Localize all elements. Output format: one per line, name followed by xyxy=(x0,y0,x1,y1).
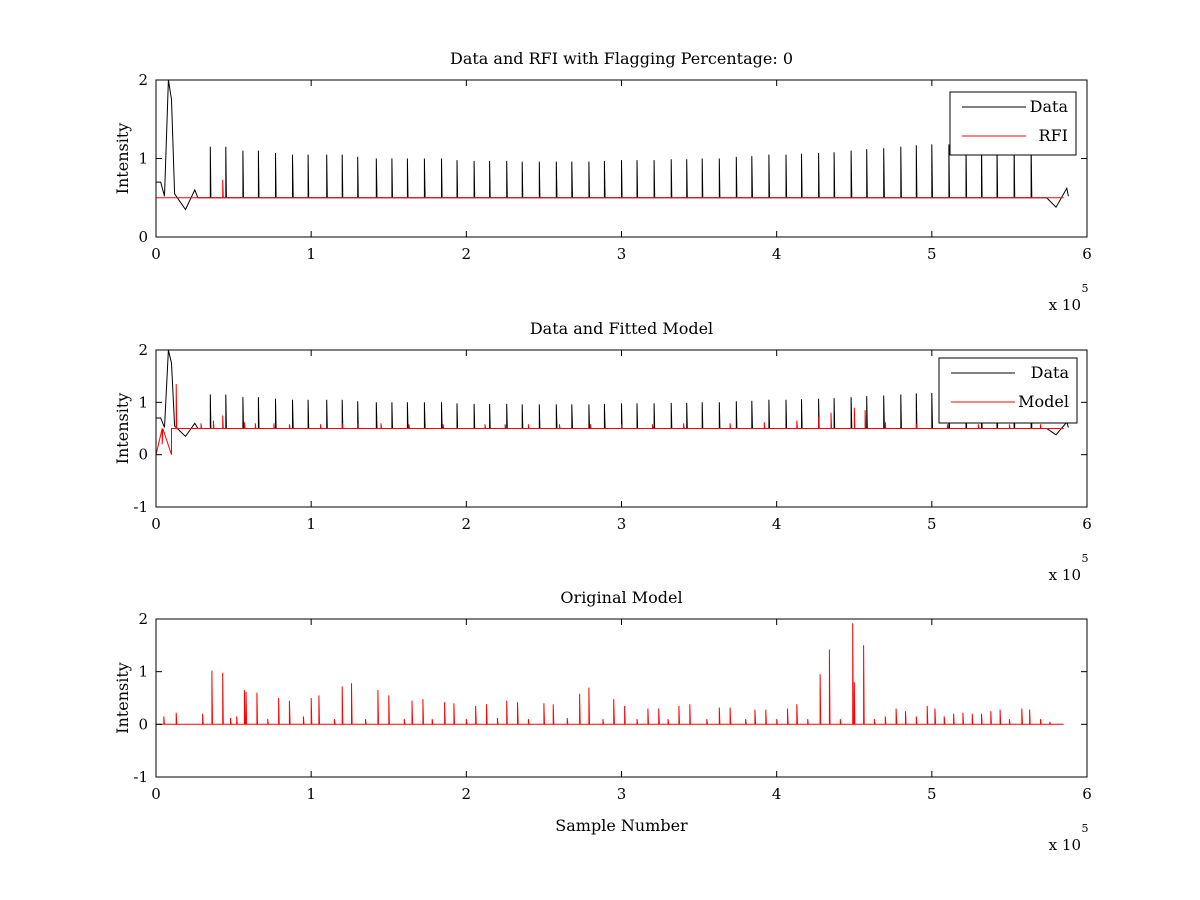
legend-label: Data xyxy=(1031,363,1070,382)
x-axis-label: Sample Number xyxy=(555,816,688,835)
y-tick-label: 0 xyxy=(138,228,148,246)
x-multiplier: x 10 xyxy=(1049,566,1081,584)
plot-area xyxy=(156,619,1087,777)
plot-area xyxy=(156,80,1087,237)
x-tick-label: 5 xyxy=(927,515,937,533)
chart-title: Data and RFI with Flagging Percentage: 0 xyxy=(450,49,793,68)
x-multiplier: x 10 xyxy=(1049,296,1081,314)
x-multiplier-exponent: 5 xyxy=(1082,822,1089,835)
x-tick-label: 5 xyxy=(927,785,937,803)
legend-label: RFI xyxy=(1039,126,1068,145)
y-tick-label: -1 xyxy=(133,498,148,516)
y-axis-label: Intensity xyxy=(113,393,132,465)
x-tick-label: 3 xyxy=(617,785,627,803)
x-tick-label: 4 xyxy=(772,785,782,803)
y-tick-label: 1 xyxy=(138,663,148,681)
x-tick-label: 6 xyxy=(1082,515,1092,533)
x-tick-label: 0 xyxy=(151,245,161,263)
legend-box xyxy=(938,357,1078,424)
series-line-rfi xyxy=(156,179,1064,199)
x-tick-label: 6 xyxy=(1082,245,1092,263)
x-tick-label: 0 xyxy=(151,785,161,803)
legend-label: Data xyxy=(1030,97,1069,116)
legend-box xyxy=(949,91,1077,156)
series-line-model xyxy=(155,383,1064,455)
x-multiplier-exponent: 5 xyxy=(1082,282,1089,295)
y-axis-label: Intensity xyxy=(113,662,132,734)
x-tick-label: 4 xyxy=(772,515,782,533)
chart-title: Data and Fitted Model xyxy=(530,319,713,338)
y-tick-label: 0 xyxy=(138,715,148,733)
y-tick-label: -1 xyxy=(133,768,148,786)
series-line-model xyxy=(156,623,1064,725)
x-tick-label: 1 xyxy=(306,515,316,533)
legend: Data RFI xyxy=(949,91,1077,156)
y-tick-label: 0 xyxy=(138,446,148,464)
x-tick-label: 2 xyxy=(462,515,472,533)
x-tick-label: 5 xyxy=(927,245,937,263)
x-tick-label: 1 xyxy=(306,785,316,803)
legend-label: Model xyxy=(1018,392,1069,411)
x-tick-label: 2 xyxy=(462,785,472,803)
x-multiplier-exponent: 5 xyxy=(1082,552,1089,565)
y-tick-label: 1 xyxy=(138,393,148,411)
x-tick-label: 4 xyxy=(772,245,782,263)
legend: Data Model xyxy=(938,357,1078,424)
y-tick-label: 1 xyxy=(138,150,148,168)
x-tick-label: 3 xyxy=(617,515,627,533)
y-tick-label: 2 xyxy=(138,71,148,89)
y-tick-label: 2 xyxy=(138,341,148,359)
x-tick-label: 3 xyxy=(617,245,627,263)
y-tick-label: 2 xyxy=(138,610,148,628)
subplot-1: 0 1 2 3 4 5 6 0 1 2 Data and RFI with Flagging Per… xyxy=(113,49,1092,314)
x-multiplier: x 10 xyxy=(1049,836,1081,854)
chart-title: Original Model xyxy=(560,588,682,607)
x-tick-label: 1 xyxy=(306,245,316,263)
x-tick-label: 6 xyxy=(1082,785,1092,803)
x-tick-label: 0 xyxy=(151,515,161,533)
y-axis-label: Intensity xyxy=(113,123,132,195)
x-tick-label: 2 xyxy=(462,245,472,263)
